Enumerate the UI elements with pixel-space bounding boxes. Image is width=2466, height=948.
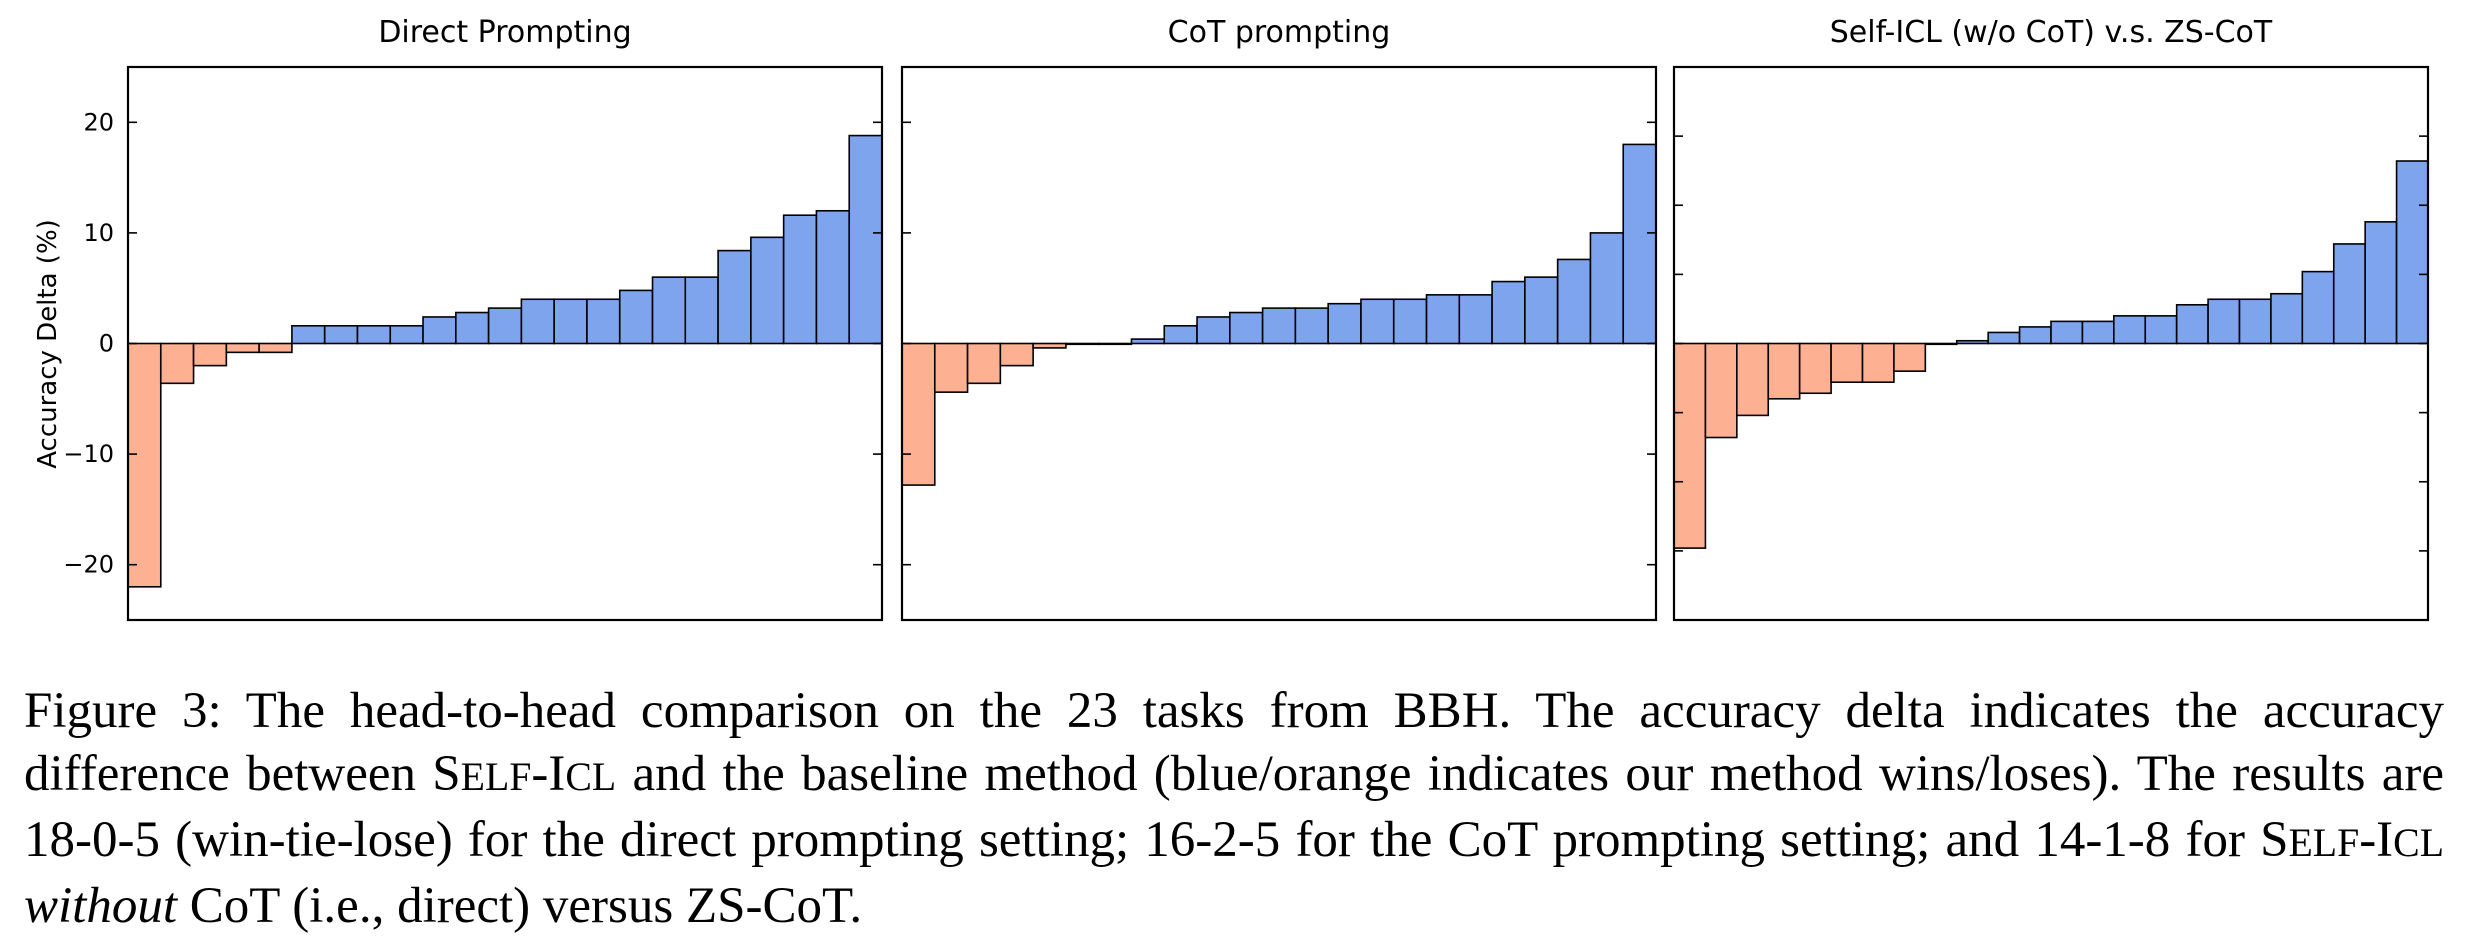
bar-win bbox=[1327, 302, 1362, 345]
bar-loss bbox=[1032, 342, 1067, 349]
bar-loss bbox=[159, 342, 195, 385]
bar-win bbox=[2050, 320, 2084, 345]
bar-win bbox=[651, 276, 687, 345]
bar-win bbox=[1229, 311, 1264, 345]
bar-win bbox=[2395, 160, 2429, 345]
bar-win bbox=[422, 316, 457, 345]
bar-win bbox=[1458, 294, 1493, 345]
bar-win bbox=[487, 307, 523, 345]
bar-win bbox=[1425, 294, 1461, 345]
bar-win bbox=[553, 298, 588, 345]
plot-frame bbox=[900, 65, 1658, 622]
bar-win bbox=[2301, 270, 2335, 345]
bar-loss bbox=[1893, 342, 1927, 372]
plot-frame bbox=[126, 65, 884, 622]
bar-loss bbox=[933, 342, 969, 393]
bar-win bbox=[323, 324, 359, 345]
bar-win bbox=[1130, 338, 1166, 345]
bar-win bbox=[1294, 307, 1329, 345]
bar-win bbox=[815, 209, 851, 345]
method-name: SELF-ICL bbox=[2260, 812, 2444, 868]
bar-loss bbox=[258, 342, 293, 354]
bar-win bbox=[717, 249, 752, 345]
bar-win bbox=[2332, 243, 2366, 345]
bar-loss bbox=[966, 342, 1002, 385]
bar-win bbox=[1622, 143, 1657, 345]
bar-loss bbox=[225, 342, 260, 354]
bar-win bbox=[2175, 303, 2209, 345]
bar-win bbox=[1065, 342, 1100, 346]
figure-caption: Figure 3: The head-to-head comparison on… bbox=[24, 680, 2444, 938]
bar-win bbox=[2270, 292, 2304, 345]
y-tick-label: 20 bbox=[83, 108, 114, 136]
bar-win bbox=[520, 298, 555, 345]
bar-loss bbox=[1704, 342, 1738, 439]
bar-win bbox=[1524, 276, 1559, 345]
bar-loss bbox=[1798, 342, 1832, 395]
bar-loss bbox=[1767, 342, 1801, 400]
bar-win bbox=[1097, 342, 1133, 346]
bar-win bbox=[1163, 324, 1198, 345]
bar-win bbox=[618, 289, 654, 345]
bar-win bbox=[2364, 221, 2398, 345]
bar-win bbox=[848, 134, 883, 345]
bar-loss bbox=[901, 342, 936, 486]
y-axis-label: Accuracy Delta (%) bbox=[33, 219, 63, 469]
panel-title: CoT prompting bbox=[1168, 15, 1391, 50]
bar-loss bbox=[1736, 342, 1770, 417]
bar-loss bbox=[1830, 342, 1864, 384]
bar-win bbox=[1987, 331, 2021, 345]
plot-frame bbox=[1672, 65, 2430, 622]
figure: Accuracy Delta (%) Direct Prompting −20 −1… bbox=[33, 15, 2430, 622]
bar-loss bbox=[1861, 342, 1895, 384]
bar-win bbox=[291, 324, 326, 345]
bar-win bbox=[389, 324, 424, 345]
bar-win bbox=[1955, 339, 1989, 345]
y-tick-label: −20 bbox=[63, 551, 114, 579]
bar-win bbox=[2207, 298, 2241, 345]
bar-loss bbox=[127, 342, 162, 588]
panel-cot-prompting: CoT prompting bbox=[900, 15, 1658, 622]
caption-text-3: CoT (i.e., direct) versus ZS-CoT. bbox=[177, 878, 863, 934]
bar-win bbox=[2238, 298, 2272, 345]
caption-text-2: and the baseline method (blue/orange ind… bbox=[24, 746, 2444, 868]
bar-win bbox=[684, 276, 719, 345]
bar-win bbox=[586, 298, 621, 345]
y-tick-label: −10 bbox=[63, 440, 114, 468]
bar-win bbox=[782, 214, 818, 345]
panel-self-icl-vs-zs-cot: Self-ICL (w/o CoT) v.s. ZS-CoT bbox=[1672, 15, 2430, 622]
method-name: SELF-ICL bbox=[432, 746, 617, 802]
bar-loss bbox=[1673, 342, 1707, 549]
bar-win bbox=[1392, 298, 1428, 345]
bar-win bbox=[1491, 280, 1526, 345]
bar-loss bbox=[192, 342, 228, 367]
bar-win bbox=[1589, 232, 1625, 345]
bar-win bbox=[1924, 342, 1958, 346]
bar-win bbox=[1196, 316, 1231, 345]
panel-title: Direct Prompting bbox=[378, 15, 631, 50]
bar-win bbox=[2018, 326, 2052, 345]
bar-win bbox=[356, 324, 392, 345]
bar-loss bbox=[999, 342, 1034, 367]
bar-win bbox=[2144, 315, 2178, 345]
caption-italic: without bbox=[24, 878, 178, 934]
panel-title: Self-ICL (w/o CoT) v.s. ZS-CoT bbox=[1830, 15, 2273, 50]
caption-text-1: The head-to-head comparison on the 23 ta… bbox=[24, 683, 2444, 802]
bar-win bbox=[2081, 320, 2115, 345]
bar-win bbox=[1360, 298, 1395, 345]
bar-win bbox=[455, 311, 490, 345]
y-tick-label: 0 bbox=[99, 330, 114, 358]
panel-direct-prompting: Direct Prompting −20 −10 0 10 20 bbox=[63, 15, 884, 622]
bar-win bbox=[1556, 258, 1592, 345]
y-tick-label: 10 bbox=[83, 219, 114, 247]
caption-label: Figure 3: bbox=[24, 683, 222, 739]
bar-win bbox=[750, 236, 785, 345]
bar-win bbox=[1261, 307, 1297, 345]
bar-win bbox=[2113, 315, 2147, 345]
